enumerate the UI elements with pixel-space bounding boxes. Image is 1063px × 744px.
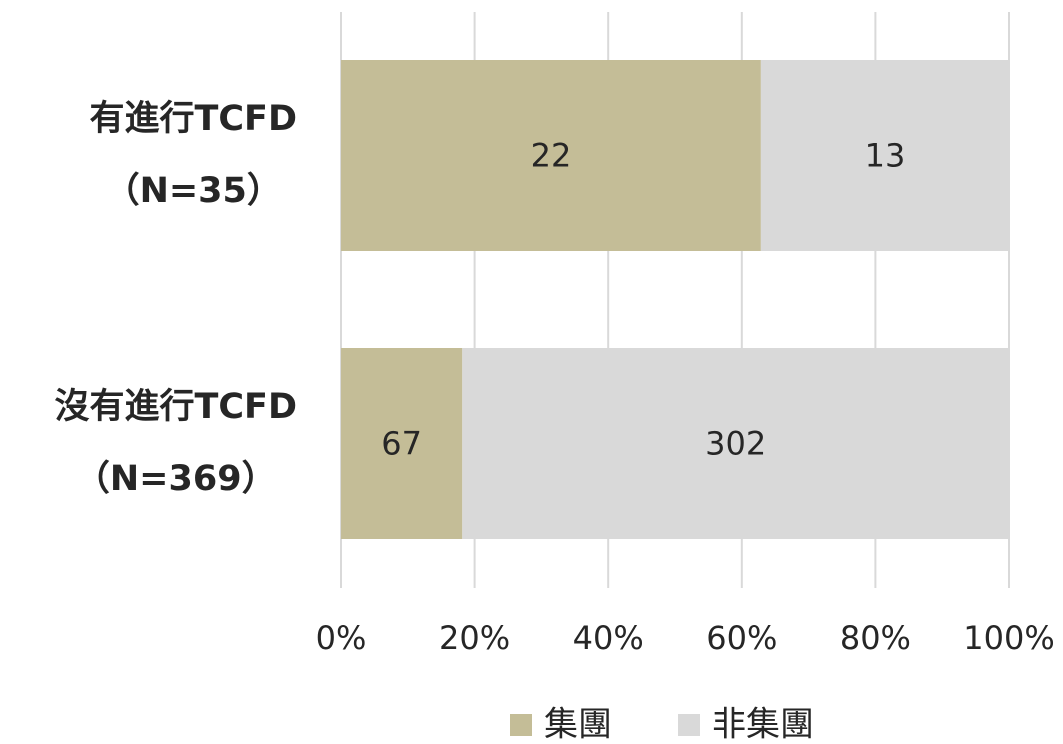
x-tick-label: 60% [706, 619, 777, 657]
y-tick-label: （N=35） [105, 171, 282, 211]
x-tick-label: 80% [840, 619, 911, 657]
bar-segment [341, 348, 463, 539]
x-tick-label: 20% [439, 619, 510, 657]
y-tick-label: 沒有進行TCFD [54, 387, 297, 427]
x-tick-label: 40% [573, 619, 644, 657]
legend-swatch [510, 714, 532, 736]
x-tick-label: 100% [963, 619, 1054, 657]
bar-segment [341, 60, 761, 251]
bar-segment [462, 348, 1009, 539]
legend-swatch [678, 714, 700, 736]
legend-label: 非集團 [712, 705, 814, 744]
y-tick-label: 有進行TCFD [89, 99, 297, 139]
data-label: 22 [531, 137, 572, 175]
data-label: 302 [705, 425, 766, 463]
bar-segment [760, 60, 1009, 251]
legend-label: 集團 [544, 705, 612, 744]
data-label: 13 [865, 137, 906, 175]
x-tick-label: 0% [316, 619, 367, 657]
y-tick-label: （N=369） [75, 459, 277, 499]
data-label: 67 [381, 425, 422, 463]
